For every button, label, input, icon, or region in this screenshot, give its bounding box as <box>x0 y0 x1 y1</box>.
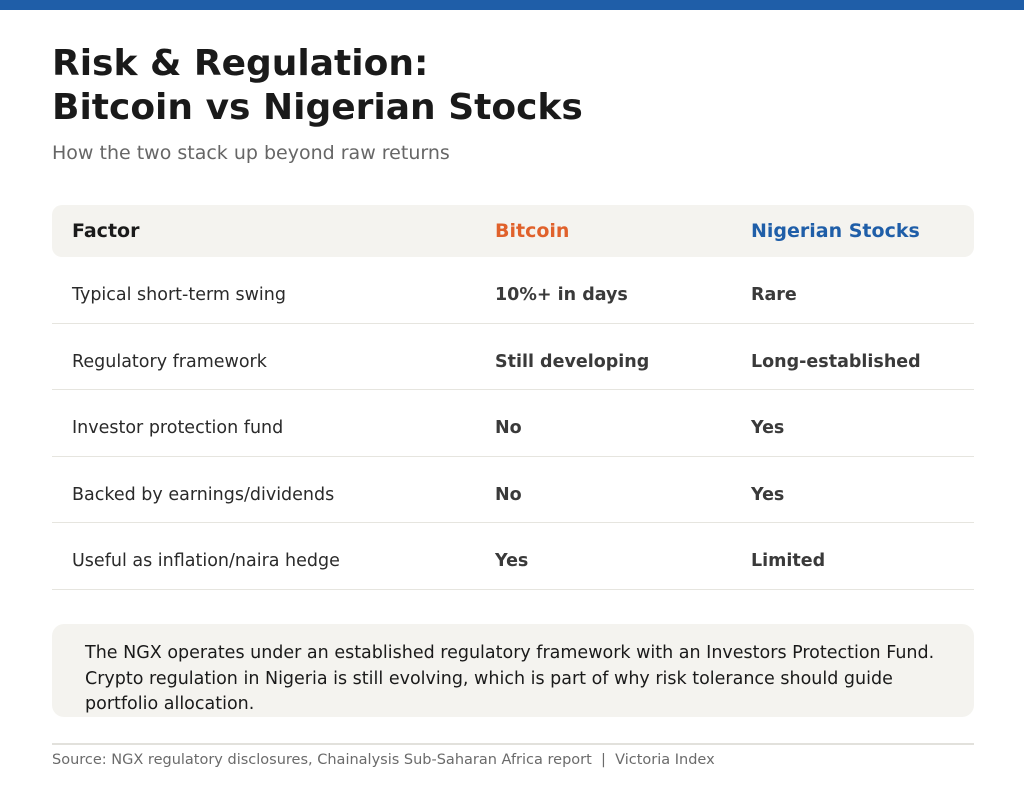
row-stocks-value: Yes <box>751 484 785 505</box>
source-line: Source: NGX regulatory disclosures, Chai… <box>52 752 715 768</box>
row-factor: Regulatory framework <box>72 351 267 372</box>
row-bitcoin-value: No <box>495 484 522 505</box>
row-bitcoin-value: Yes <box>495 551 529 571</box>
table-header: Factor Bitcoin Nigerian Stocks <box>52 205 974 257</box>
row-bitcoin-value: Still developing <box>495 351 650 372</box>
row-stocks-value: Limited <box>751 551 826 571</box>
row-factor: Useful as inflation/naira hedge <box>72 551 340 571</box>
row-stocks-value: Long-established <box>751 351 921 372</box>
header-nigerian-stocks: Nigerian Stocks <box>751 220 920 242</box>
top-accent-bar <box>0 0 1024 10</box>
row-bitcoin-value: 10%+ in days <box>495 285 628 305</box>
row-stocks-value: Yes <box>751 418 785 438</box>
row-factor: Backed by earnings/dividends <box>72 484 335 505</box>
header-factor: Factor <box>72 220 140 242</box>
table-row: Backed by earnings/dividends No Yes <box>52 457 974 523</box>
table-row: Typical short-term swing 10%+ in days Ra… <box>52 257 974 324</box>
table-row: Regulatory framework Still developing Lo… <box>52 324 974 390</box>
row-factor: Investor protection fund <box>72 418 284 438</box>
row-factor: Typical short-term swing <box>72 285 286 305</box>
table-row: Useful as inflation/naira hedge Yes Limi… <box>52 523 974 590</box>
page-title: Risk & Regulation: Bitcoin vs Nigerian S… <box>52 43 583 128</box>
row-stocks-value: Rare <box>751 285 797 305</box>
table-row: Investor protection fund No Yes <box>52 390 974 457</box>
row-bitcoin-value: No <box>495 418 522 438</box>
note-box: The NGX operates under an established re… <box>52 624 974 717</box>
header-bitcoin: Bitcoin <box>495 220 570 242</box>
footer-divider <box>52 743 974 745</box>
page-subtitle: How the two stack up beyond raw returns <box>52 142 450 164</box>
comparison-table: Factor Bitcoin Nigerian Stocks Typical s… <box>52 205 974 590</box>
